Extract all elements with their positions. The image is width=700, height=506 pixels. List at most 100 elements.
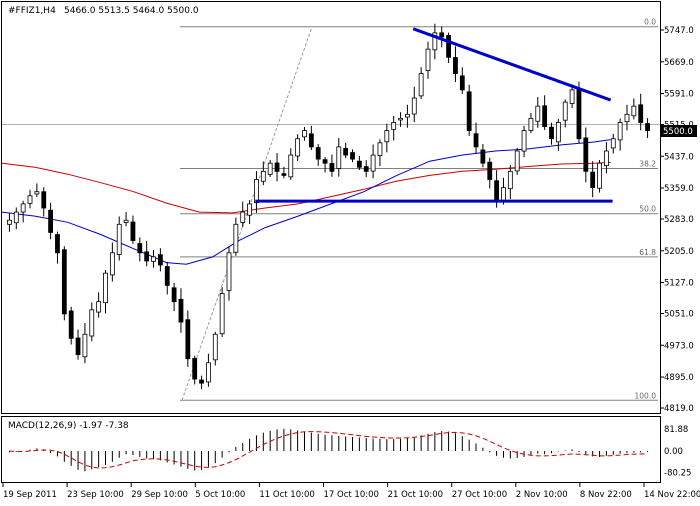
candle-body xyxy=(329,163,335,172)
fib-label: 38.2 xyxy=(639,159,656,168)
candle-body xyxy=(151,256,156,262)
last-price-text: 5500.0 xyxy=(663,127,693,137)
candle-body xyxy=(260,170,266,182)
candle-body xyxy=(226,252,232,291)
candle-body xyxy=(405,113,410,118)
candle-body xyxy=(89,309,95,337)
candle-body xyxy=(315,147,321,160)
candle-body xyxy=(521,130,527,152)
candle-body xyxy=(494,180,500,201)
y-tick-label: 5437.0 xyxy=(664,152,694,162)
fib-label: 50.0 xyxy=(639,205,656,214)
candle-body xyxy=(542,105,548,127)
candle-body xyxy=(295,138,301,157)
fibonacci-levels: 0.0 38.2 50.0 61.8 100.0 xyxy=(2,18,660,401)
candle-body xyxy=(535,105,541,122)
x-tick-label: 27 Oct 10:00 xyxy=(452,490,507,500)
time-axis: 19 Sep 2011 23 Sep 10:00 29 Sep 10:00 5 Oct… xyxy=(2,483,700,500)
candle-body xyxy=(446,35,451,58)
candle-body xyxy=(617,122,623,141)
candle-body xyxy=(288,154,294,178)
x-tick-label: 2 Nov 10:00 xyxy=(516,490,568,500)
x-tick-label: 17 Oct 10:00 xyxy=(324,490,379,500)
candle-body xyxy=(144,251,150,262)
y-tick-label: 5747.0 xyxy=(664,26,694,36)
macd-y-label: 81.88 xyxy=(664,425,688,435)
price-axis: 5747.05669.05591.05515.05437.05359.05283… xyxy=(660,26,694,414)
y-tick-label: 4819.0 xyxy=(664,404,694,414)
y-tick-label: 5359.0 xyxy=(664,184,694,194)
y-tick-label: 5051.0 xyxy=(664,310,694,320)
candle-body xyxy=(75,337,81,356)
candle-body xyxy=(302,130,307,138)
candle-body xyxy=(425,48,431,71)
candle-body xyxy=(631,105,637,117)
macd-y-label: 0.00 xyxy=(664,447,683,457)
candle-body xyxy=(34,191,40,195)
candle-body xyxy=(555,122,561,143)
trendlines xyxy=(255,27,613,203)
y-tick-label: 5591.0 xyxy=(664,90,694,100)
y-tick-label: 5283.0 xyxy=(664,215,694,225)
candle-body xyxy=(109,252,115,276)
candle-body xyxy=(55,234,60,254)
candle-body xyxy=(384,130,390,143)
candle-body xyxy=(27,195,33,204)
y-tick-label: 5205.0 xyxy=(664,247,694,257)
candle-body xyxy=(411,97,417,115)
candle-body xyxy=(466,91,472,132)
candle-body xyxy=(645,123,650,132)
candle-body xyxy=(610,138,616,149)
trendline-resistance xyxy=(412,27,612,102)
candle-body xyxy=(391,122,397,130)
candle-body xyxy=(164,266,170,286)
candle-body xyxy=(350,152,355,160)
candle-body xyxy=(82,333,88,358)
candle-body xyxy=(157,254,163,266)
y-tick-label: 5669.0 xyxy=(664,58,694,68)
candle-body xyxy=(377,142,383,156)
candle-body xyxy=(322,159,328,164)
candle-body xyxy=(336,146,342,169)
candle-body xyxy=(343,148,349,156)
symbol-label: #FFIZ1,H4 xyxy=(8,6,56,16)
candle-body xyxy=(603,150,609,166)
macd-panel-frame xyxy=(1,416,661,483)
macd-label: MACD(12,26,9) -1.97 -7.38 xyxy=(8,421,129,431)
macd-indicator: 81.88 0.00 -80.25 xyxy=(8,425,691,479)
candle-body xyxy=(528,117,534,131)
candle-body xyxy=(137,243,143,254)
y-tick-label: 4973.0 xyxy=(664,341,694,351)
candle-body xyxy=(219,293,225,335)
candle-body xyxy=(583,137,589,172)
macd-signal-line xyxy=(9,431,648,469)
x-tick-label: 19 Sep 2011 xyxy=(3,490,57,500)
candle-body xyxy=(638,104,644,123)
candle-body xyxy=(562,101,568,121)
candle-body xyxy=(192,357,198,380)
candle-body xyxy=(281,173,287,176)
candle-body xyxy=(590,171,596,189)
x-tick-label: 29 Sep 10:00 xyxy=(131,490,188,500)
candle-body xyxy=(514,150,520,172)
x-tick-label: 14 Nov 22:00 xyxy=(644,490,700,500)
candle-body xyxy=(576,87,582,140)
x-tick-label: 8 Nov 22:00 xyxy=(580,490,632,500)
candle-body xyxy=(48,209,54,233)
candle-body xyxy=(480,149,486,164)
candle-body xyxy=(459,75,465,91)
candle-body xyxy=(453,57,458,74)
candle-body xyxy=(473,133,479,148)
candle-body xyxy=(13,211,19,224)
candle-body xyxy=(549,126,554,140)
x-tick-label: 21 Oct 10:00 xyxy=(388,490,443,500)
macd-y-label: -80.25 xyxy=(664,469,691,479)
candle-body xyxy=(206,362,211,383)
fib-anchor-line xyxy=(181,26,313,401)
candle-body xyxy=(7,219,12,225)
candle-body xyxy=(370,154,376,172)
candle-body xyxy=(267,162,273,175)
candle-body xyxy=(569,89,575,104)
candle-body xyxy=(398,117,403,121)
candle-body xyxy=(439,32,445,38)
